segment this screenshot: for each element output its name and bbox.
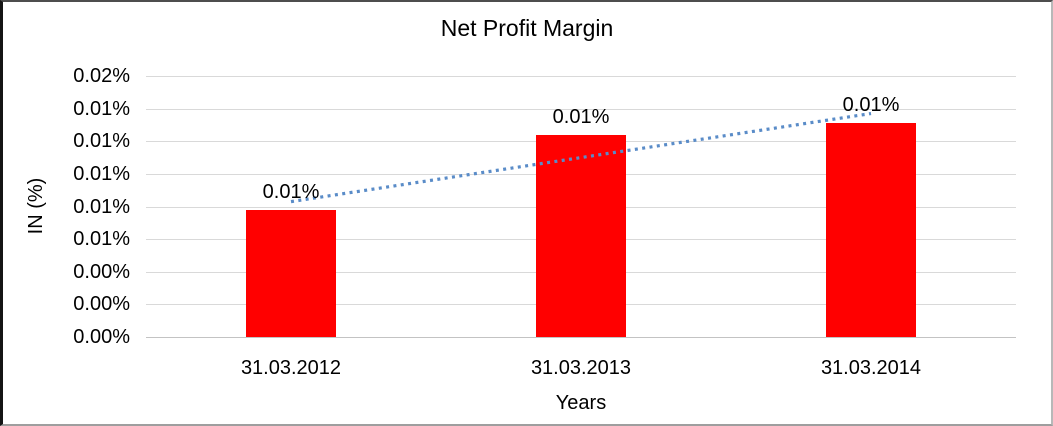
bar-31.03.2012 — [246, 209, 336, 337]
bar-data-label: 0.01% — [842, 94, 900, 117]
plot-area: 0.01% 0.01% 0.01% — [146, 76, 1016, 338]
chart-title: Net Profit Margin — [440, 15, 614, 41]
y-tick-label: 0.02% — [73, 65, 130, 87]
trendline — [290, 111, 872, 204]
gridline — [146, 337, 1016, 338]
x-axis-title: Years — [555, 392, 607, 414]
y-tick-label: 0.01% — [73, 195, 130, 218]
x-tick-label: 31.03.2013 — [530, 357, 632, 379]
x-tick-label: 31.03.2012 — [240, 357, 342, 379]
gridline — [146, 76, 1016, 77]
y-tick-label: 0.01% — [73, 162, 130, 185]
bar-31.03.2014 — [826, 123, 916, 337]
bars-layer: 0.01% 0.01% 0.01% — [146, 76, 1016, 337]
y-tick-label: 0.01% — [73, 130, 130, 153]
bar-data-label: 0.01% — [552, 105, 610, 128]
x-tick-label: 31.03.2014 — [820, 357, 922, 379]
y-tick-label: 0.00% — [73, 260, 130, 283]
y-tick-label: 0.01% — [73, 97, 130, 120]
trendline-dotted — [290, 111, 872, 204]
bar-data-label: 0.01% — [262, 180, 320, 203]
gridline — [146, 108, 1016, 110]
y-tick-label: 0.00% — [73, 293, 130, 316]
bar-31.03.2013 — [536, 134, 626, 337]
y-tick-label: 0.00% — [73, 326, 130, 348]
y-tick-label: 0.01% — [73, 228, 130, 251]
